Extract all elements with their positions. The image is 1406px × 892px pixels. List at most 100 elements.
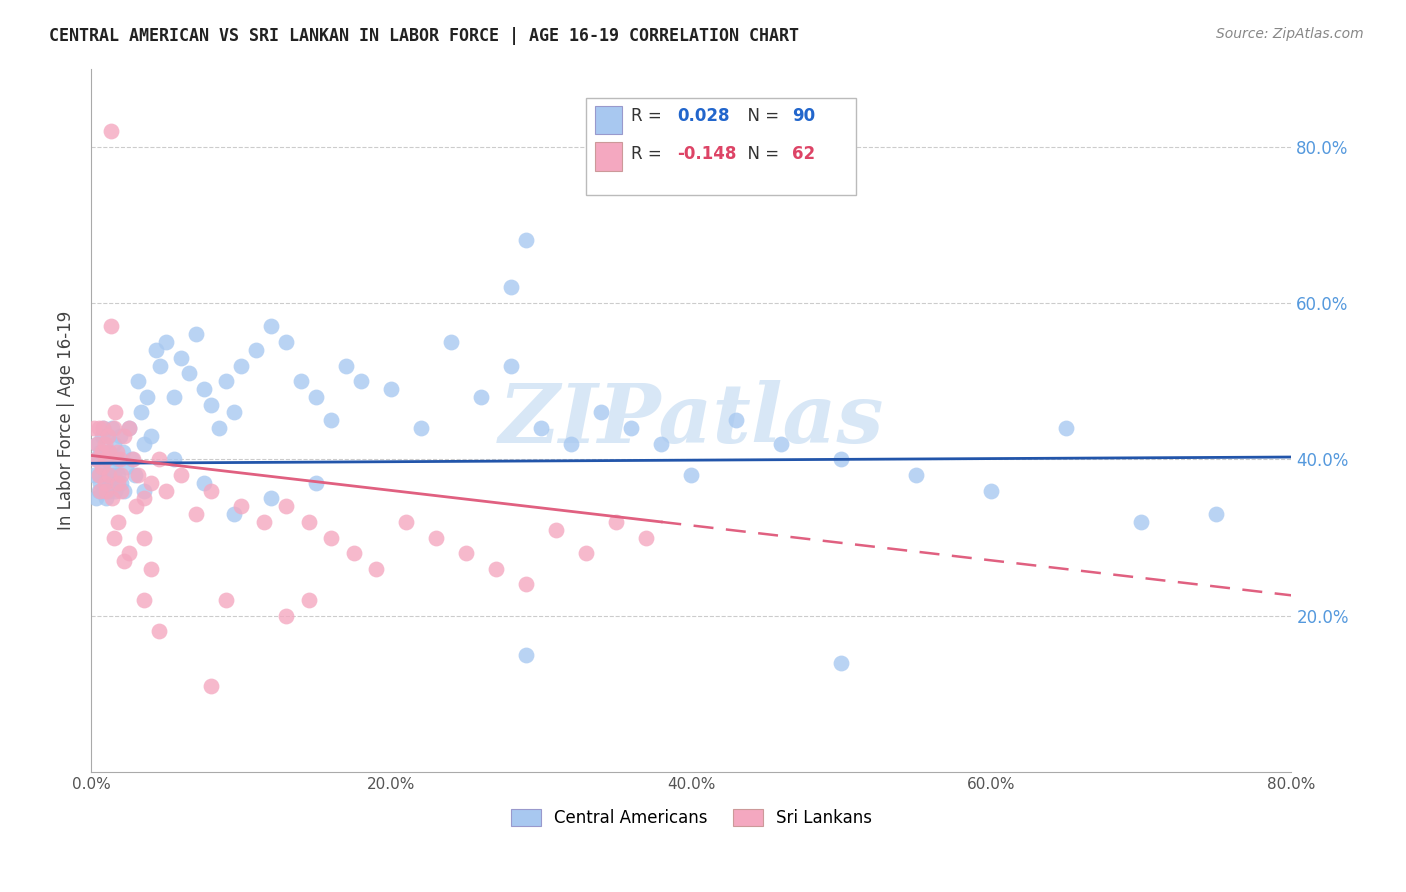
Point (97, 468, 120, 483)
Point (87, 421, 110, 435)
Point (108, 429, 131, 443)
Point (105, 444, 128, 458)
Point (298, 515, 321, 529)
Point (1130, 515, 1153, 529)
Point (97, 429, 120, 443)
Point (253, 515, 276, 529)
Point (103, 468, 125, 483)
Point (260, 319, 283, 334)
Point (145, 343, 167, 357)
Point (231, 359, 253, 373)
Point (87, 468, 110, 483)
Point (366, 562, 388, 576)
Point (193, 475, 215, 490)
Point (149, 359, 172, 373)
Point (440, 335, 463, 350)
Point (103, 436, 125, 450)
Point (93, 475, 115, 490)
Point (335, 359, 357, 373)
Point (110, 475, 132, 490)
Point (84, 452, 107, 467)
Point (100, 460, 122, 475)
Point (830, 656, 852, 670)
Point (96, 452, 118, 467)
Point (96, 475, 118, 490)
Point (84, 452, 107, 467)
Text: CENTRAL AMERICAN VS SRI LANKAN IN LABOR FORCE | AGE 16-19 CORRELATION CHART: CENTRAL AMERICAN VS SRI LANKAN IN LABOR … (49, 27, 799, 45)
Point (395, 515, 418, 529)
Point (101, 421, 124, 435)
Point (91, 483, 114, 498)
Point (770, 436, 793, 450)
Text: R =: R = (631, 107, 668, 125)
Point (260, 491, 283, 506)
Point (177, 367, 200, 381)
Point (121, 452, 143, 467)
Point (222, 405, 245, 419)
Text: N =: N = (737, 145, 785, 162)
Point (96, 452, 118, 467)
Point (575, 546, 598, 560)
Point (100, 475, 122, 490)
Point (105, 452, 128, 467)
Point (501, 280, 523, 294)
Point (125, 500, 148, 514)
Text: R =: R = (631, 145, 668, 162)
Point (103, 531, 125, 545)
Point (456, 546, 478, 560)
Point (321, 531, 343, 545)
Point (98, 444, 121, 458)
Point (980, 483, 1002, 498)
Point (155, 483, 177, 498)
Text: Source: ZipAtlas.com: Source: ZipAtlas.com (1216, 27, 1364, 41)
Point (170, 468, 193, 483)
Text: N =: N = (737, 107, 785, 125)
Point (124, 468, 146, 483)
Point (135, 390, 157, 404)
Point (118, 546, 141, 560)
Point (112, 429, 135, 443)
Point (90, 429, 112, 443)
Point (89, 483, 111, 498)
Legend: Central Americans, Sri Lankans: Central Americans, Sri Lankans (505, 803, 879, 834)
Point (132, 593, 155, 607)
Point (681, 468, 703, 483)
Point (110, 483, 132, 498)
Point (132, 531, 155, 545)
Point (163, 452, 186, 467)
Point (87, 483, 110, 498)
Point (100, 319, 122, 334)
Point (90, 460, 112, 475)
Point (132, 436, 155, 450)
Point (87, 468, 110, 483)
Text: ZIPatlas: ZIPatlas (499, 380, 884, 460)
Text: -0.148: -0.148 (676, 145, 737, 162)
Point (86, 436, 108, 450)
Point (93, 468, 115, 483)
Point (501, 359, 523, 373)
Point (89, 475, 111, 490)
Point (111, 444, 134, 458)
Point (107, 475, 129, 490)
Point (425, 531, 447, 545)
Point (112, 554, 135, 568)
Point (100, 124, 122, 138)
Point (155, 335, 177, 350)
Text: 0.028: 0.028 (676, 107, 730, 125)
Point (208, 421, 231, 435)
Point (84, 491, 107, 506)
Point (127, 374, 149, 388)
Point (90, 444, 112, 458)
Point (222, 507, 245, 521)
Point (104, 483, 127, 498)
Point (530, 421, 553, 435)
Point (276, 500, 298, 514)
Point (98, 468, 121, 483)
Point (321, 413, 343, 427)
Point (605, 515, 627, 529)
Point (107, 515, 129, 529)
Point (215, 374, 238, 388)
Point (148, 624, 170, 639)
Point (343, 546, 366, 560)
Point (112, 483, 135, 498)
